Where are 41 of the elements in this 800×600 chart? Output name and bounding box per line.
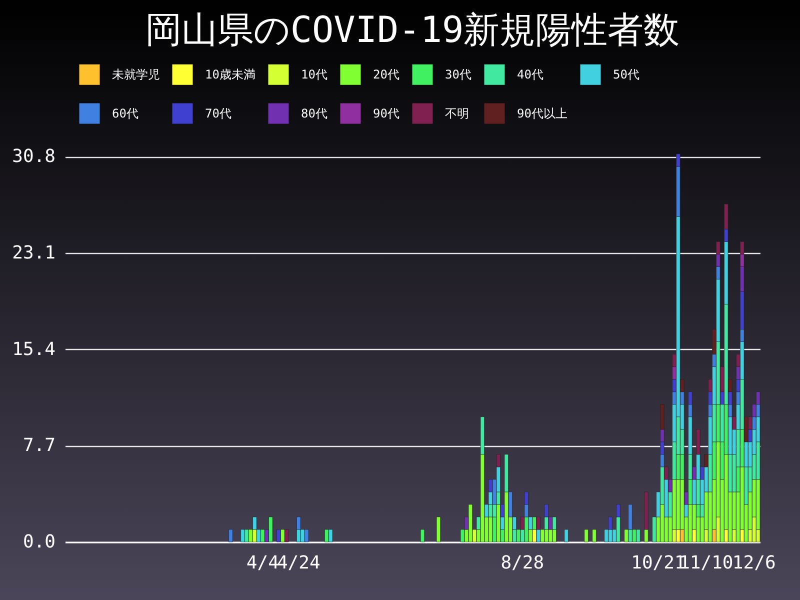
legend-label: 50代	[613, 68, 640, 82]
bar	[468, 504, 472, 542]
bar	[268, 516, 273, 542]
bar	[280, 529, 285, 542]
bar	[584, 529, 588, 542]
bar	[304, 529, 309, 542]
legend-label: 80代	[301, 106, 328, 120]
legend-label: 90代	[373, 106, 400, 120]
y-tick-label: 23.1	[12, 242, 56, 264]
y-tick-label: 15.4	[12, 338, 56, 360]
legend-label: 20代	[373, 68, 400, 82]
y-tick-label: 30.8	[12, 146, 56, 168]
x-tick-label: 4/4	[246, 552, 279, 574]
bar	[324, 529, 329, 542]
x-tick-label: 12/6	[732, 552, 776, 574]
legend-label: 70代	[205, 106, 232, 120]
bar	[244, 529, 249, 542]
bar	[240, 529, 245, 542]
legend-label: 90代以上	[517, 106, 568, 120]
x-tick-label: 4/24	[276, 552, 320, 574]
legend-label: 10歳未満	[205, 68, 256, 82]
bar	[436, 516, 441, 542]
legend-label: 10代	[301, 68, 328, 82]
bar	[260, 529, 265, 542]
chart-title: 岡山県のCOVID-19新規陽性者数	[145, 10, 680, 51]
bar	[420, 529, 425, 542]
bar	[228, 529, 233, 542]
legend-label: 60代	[112, 106, 138, 120]
x-tick-label: 8/28	[500, 552, 544, 574]
legend-label: 30代	[445, 68, 472, 82]
bar	[284, 529, 289, 542]
bar	[592, 529, 596, 542]
y-tick-label: 7.7	[22, 435, 56, 456]
legend-label: 未就学児	[112, 68, 160, 82]
legend-label: 40代	[517, 68, 544, 82]
bar	[564, 529, 568, 542]
y-tick-label: 0.0	[22, 532, 56, 552]
bar	[636, 529, 640, 542]
bar	[328, 529, 333, 542]
legend-label: 不明	[445, 106, 469, 120]
bar	[276, 529, 281, 542]
